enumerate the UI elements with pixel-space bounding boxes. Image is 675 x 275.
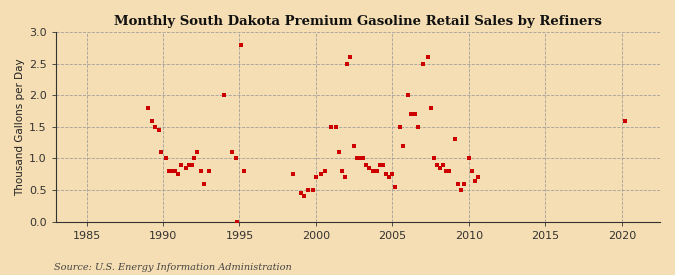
Point [147, 118, 158, 123]
Point [307, 188, 318, 192]
Point [295, 191, 306, 196]
Point [352, 156, 362, 161]
Point [384, 175, 395, 180]
Point [349, 144, 360, 148]
Point [180, 166, 191, 170]
Point [340, 175, 350, 180]
Point [470, 178, 481, 183]
Point [620, 118, 630, 123]
Point [441, 169, 452, 173]
Point [443, 169, 454, 173]
Text: Source: U.S. Energy Information Administration: Source: U.S. Energy Information Administ… [54, 263, 292, 272]
Point [199, 182, 210, 186]
Point [413, 125, 424, 129]
Point [425, 106, 436, 110]
Point [320, 169, 331, 173]
Point [367, 169, 378, 173]
Point [341, 61, 352, 66]
Point [219, 93, 230, 97]
Point [431, 163, 442, 167]
Point [203, 169, 214, 173]
Point [226, 150, 237, 154]
Point [387, 172, 398, 177]
Point [303, 188, 314, 192]
Point [402, 93, 413, 97]
Point [232, 219, 242, 224]
Point [326, 125, 337, 129]
Point [464, 156, 475, 161]
Point [170, 169, 181, 173]
Point [236, 42, 246, 47]
Point [472, 175, 483, 180]
Point [381, 172, 392, 177]
Point [154, 128, 165, 132]
Point [361, 163, 372, 167]
Point [191, 150, 202, 154]
Point [375, 163, 385, 167]
Point [298, 194, 309, 199]
Point [355, 156, 366, 161]
Point [378, 163, 389, 167]
Point [176, 163, 187, 167]
Y-axis label: Thousand Gallons per Day: Thousand Gallons per Day [15, 58, 25, 196]
Point [459, 182, 470, 186]
Point [315, 172, 326, 177]
Point [188, 156, 199, 161]
Point [150, 125, 161, 129]
Point [358, 156, 369, 161]
Point [405, 112, 416, 116]
Point [173, 172, 184, 177]
Point [364, 166, 375, 170]
Point [410, 112, 421, 116]
Point [437, 163, 448, 167]
Point [156, 150, 167, 154]
Point [456, 188, 466, 192]
Point [187, 163, 198, 167]
Point [142, 106, 153, 110]
Point [337, 169, 348, 173]
Point [428, 156, 439, 161]
Point [239, 169, 250, 173]
Point [453, 182, 464, 186]
Point [310, 175, 321, 180]
Point [435, 166, 446, 170]
Point [398, 144, 408, 148]
Point [184, 163, 194, 167]
Title: Monthly South Dakota Premium Gasoline Retail Sales by Refiners: Monthly South Dakota Premium Gasoline Re… [114, 15, 602, 28]
Point [164, 169, 175, 173]
Point [422, 55, 433, 59]
Point [330, 125, 341, 129]
Point [161, 156, 171, 161]
Point [418, 61, 429, 66]
Point [466, 169, 477, 173]
Point [395, 125, 406, 129]
Point [333, 150, 344, 154]
Point [344, 55, 355, 59]
Point [450, 137, 460, 142]
Point [167, 169, 178, 173]
Point [231, 156, 242, 161]
Point [372, 169, 383, 173]
Point [390, 185, 401, 189]
Point [370, 169, 381, 173]
Point [288, 172, 298, 177]
Point [196, 169, 207, 173]
